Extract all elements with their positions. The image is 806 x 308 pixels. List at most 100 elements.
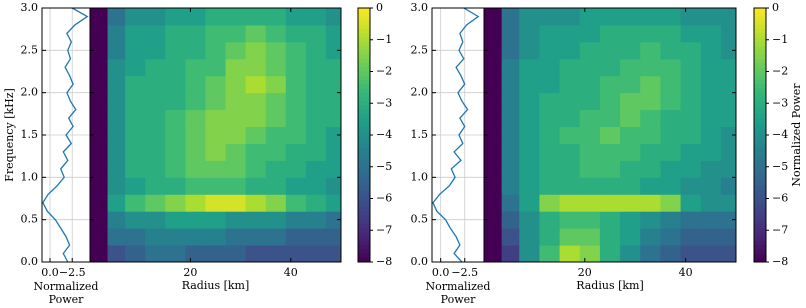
heatmap-cell [325, 126, 342, 144]
heatmap-cell [519, 8, 540, 26]
heatmap-cell [107, 160, 126, 178]
heatmap-cell [265, 58, 287, 77]
colorbar-segment [754, 147, 766, 153]
colorbar-segment [754, 143, 766, 149]
heatmap-cell [90, 92, 109, 111]
heatmap-cell [700, 41, 722, 60]
heatmap-cell [325, 228, 342, 246]
heatmap-cell [539, 211, 561, 229]
colorbar-segment [754, 135, 766, 140]
colorbar-segment [358, 130, 370, 136]
colorbar-segment [754, 96, 766, 102]
heatmap-cell [305, 194, 327, 212]
heatmap-cell [285, 109, 307, 128]
heatmap-cell [205, 228, 227, 246]
colorbar-segment [358, 198, 370, 204]
colorbar-segment [754, 33, 766, 39]
heatmap-cell [501, 58, 520, 77]
colorbar-segment [358, 202, 370, 208]
heatmap-cell [700, 177, 722, 195]
colorbar-segment [754, 50, 766, 56]
heatmap-cell [720, 109, 737, 128]
colorbar-segment [754, 46, 766, 51]
heatmap-cell [579, 177, 601, 195]
heatmap-cell [484, 211, 503, 229]
heatmap-cell [700, 58, 722, 77]
heatmap-cell [599, 41, 621, 60]
colorbar-segment [754, 206, 766, 212]
heatmap-cell [145, 109, 166, 128]
heatmap-cell [720, 160, 737, 178]
heatmap-cell [225, 41, 247, 60]
colorbar-segment [754, 118, 766, 123]
heatmap-cell [539, 126, 561, 144]
heatmap-cell [165, 160, 186, 178]
colorbar-segment [358, 46, 370, 51]
heatmap-cell [107, 8, 126, 26]
heatmap-cell [125, 194, 146, 212]
heatmap-cell [145, 245, 166, 263]
heatmap-cell [599, 92, 621, 111]
heatmap-cell [700, 143, 722, 161]
colorbar-tick-label: −3 [376, 96, 392, 109]
colorbar-segment [754, 240, 766, 246]
heatmap-cell [245, 58, 267, 77]
heatmap-cell [285, 211, 307, 229]
heatmap-cell [185, 58, 206, 77]
heatmap-cell [599, 177, 621, 195]
heatmap-cell [145, 92, 166, 111]
heatmap-cell [245, 228, 267, 246]
x-tick-label: 0.0 [432, 266, 450, 279]
heatmap-cell [205, 41, 227, 60]
heatmap-cell [325, 75, 342, 94]
heatmap-cell [245, 143, 267, 161]
heatmap-cell [579, 75, 601, 94]
colorbar-segment [754, 16, 766, 22]
colorbar-tick-label: −8 [376, 255, 392, 268]
heatmap-cell [125, 24, 146, 43]
heatmap-cell [225, 92, 247, 111]
colorbar-segment [358, 58, 370, 64]
heatmap-cell [245, 194, 267, 212]
heatmap-cell [265, 41, 287, 60]
colorbar-segment [754, 177, 766, 183]
heatmap-cell [305, 228, 327, 246]
heatmap-cell [125, 143, 146, 161]
heatmap-cell [680, 24, 702, 43]
heatmap-cell [559, 24, 581, 43]
heatmap-cell [559, 211, 581, 229]
heatmap-cell [325, 109, 342, 128]
heatmap-cell [559, 92, 581, 111]
x-tick-label: 0.0 [41, 266, 59, 279]
heatmap-cell [559, 58, 581, 77]
heatmap-cell [501, 211, 520, 229]
colorbar-segment [754, 29, 766, 34]
heatmap-cell [484, 177, 503, 195]
heatmap-cell [700, 109, 722, 128]
heatmap-cell [145, 211, 166, 229]
heatmap-cell [620, 109, 641, 128]
profile-line [432, 8, 480, 262]
heatmap-cell [700, 8, 722, 26]
heatmap-cell [559, 228, 581, 246]
heatmap-cell [640, 8, 661, 26]
heatmap-cell [501, 41, 520, 60]
heatmap-cell [680, 126, 702, 144]
x-axis-label: Normalized Power [33, 280, 99, 306]
heatmap-cell [539, 143, 561, 161]
heatmap-cell [265, 75, 287, 94]
heatmap-cell [700, 24, 722, 43]
heatmap-cell [519, 160, 540, 178]
heatmap-cell [165, 75, 186, 94]
heatmap-cell [165, 41, 186, 60]
heatmap-cell [245, 75, 267, 94]
heatmap-cell [107, 92, 126, 111]
colorbar-segment [358, 168, 370, 174]
heatmap-cell [579, 194, 601, 212]
heatmap-cell [579, 58, 601, 77]
heatmap-cell [125, 245, 146, 263]
colorbar-segment [754, 185, 766, 191]
heatmap-cell [680, 92, 702, 111]
colorbar-segment [754, 101, 766, 106]
heatmap-cell [325, 41, 342, 60]
